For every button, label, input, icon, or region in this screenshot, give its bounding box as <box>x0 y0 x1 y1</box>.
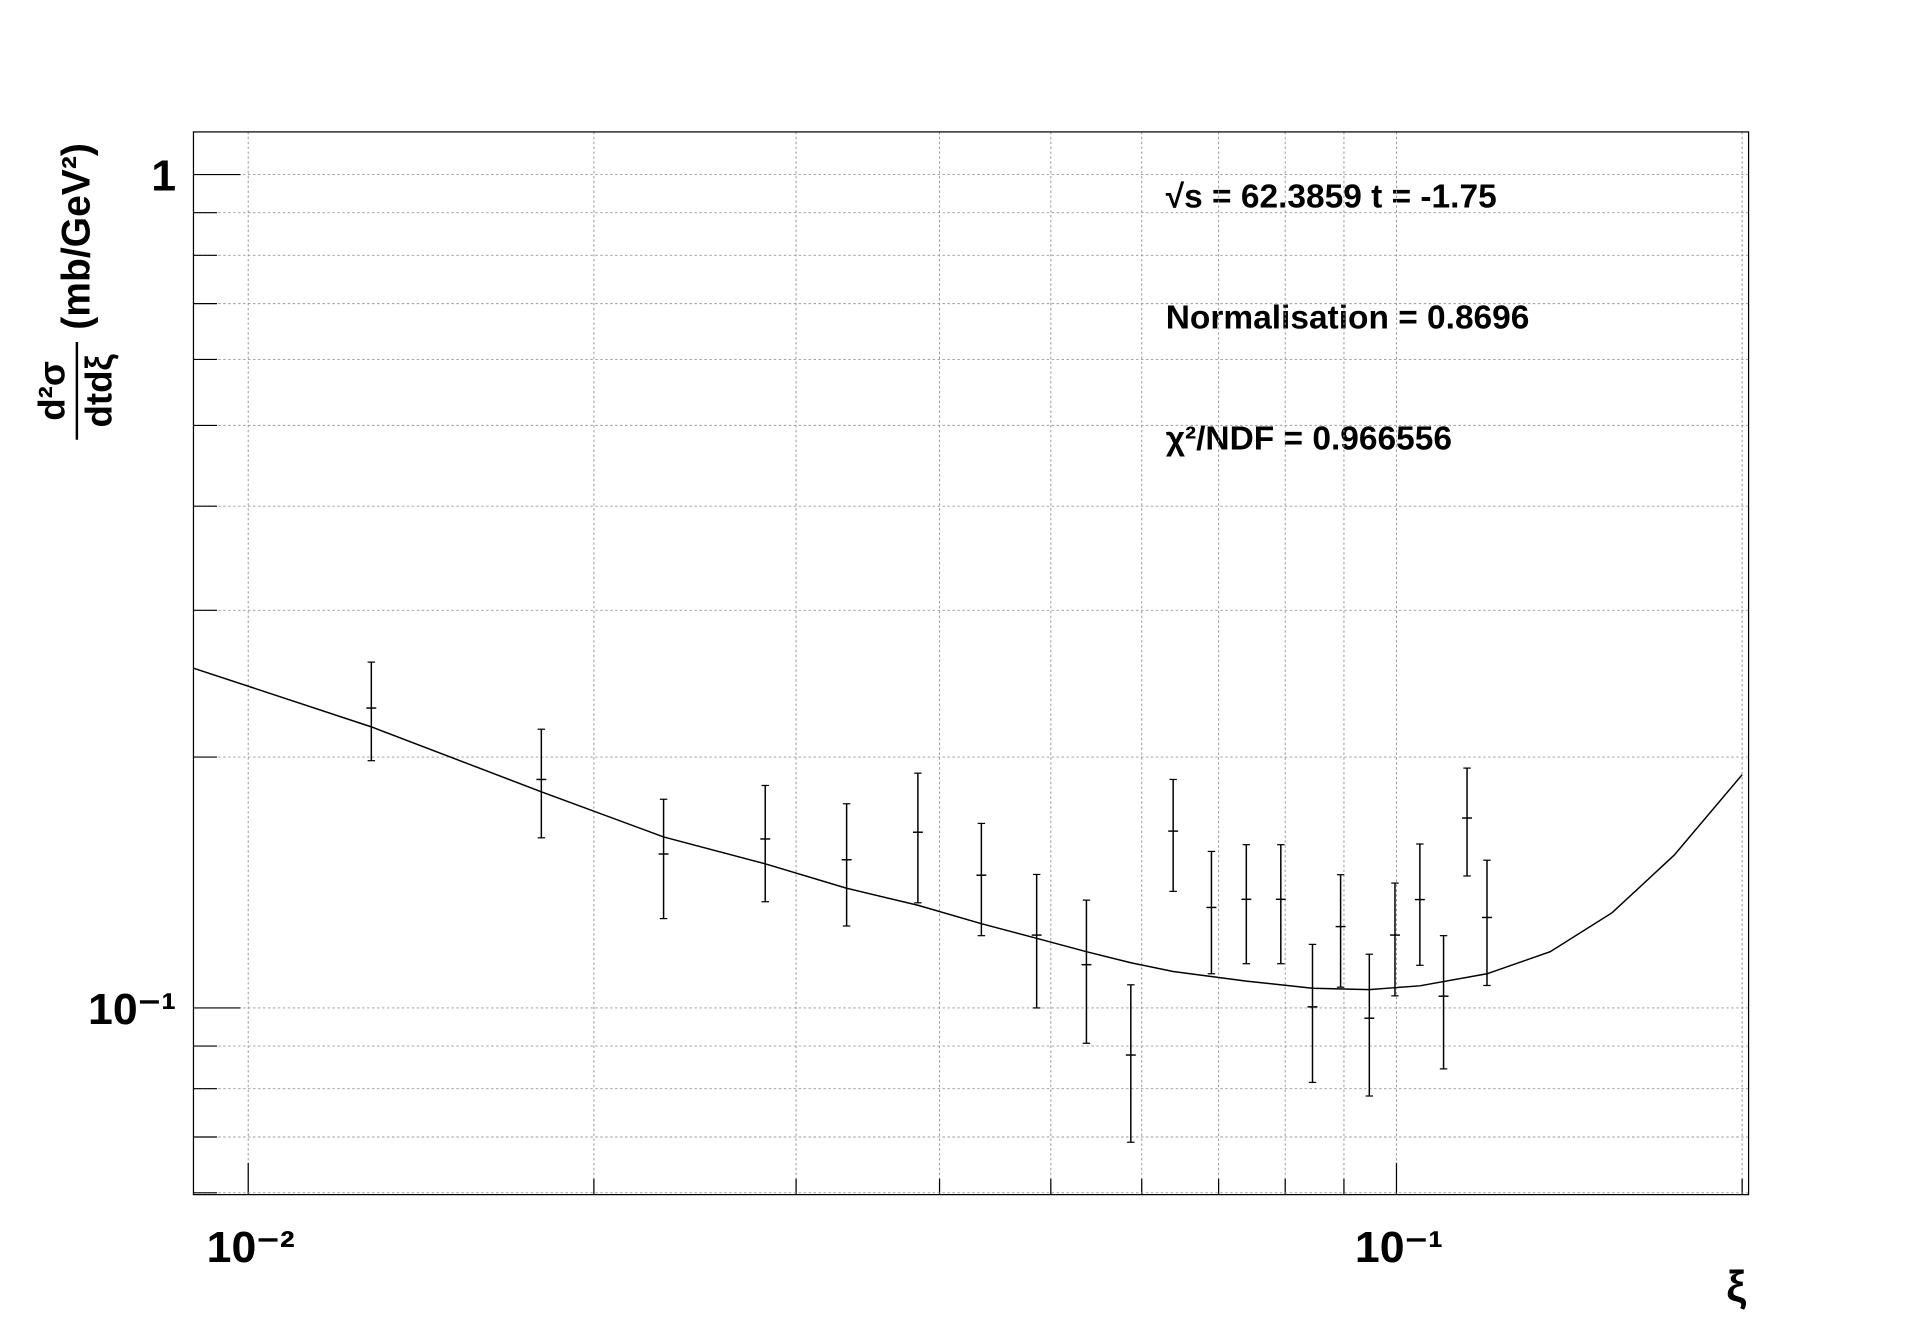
y-tick-label: 1 <box>151 152 176 201</box>
y-label-numerator: d²σ <box>31 361 72 421</box>
x-tick-label: 10⁻² <box>207 1223 295 1272</box>
y-label-unit: (mb/GeV²) <box>54 143 98 330</box>
x-tick-label: 10⁻¹ <box>1355 1223 1443 1272</box>
annotation: Normalisation = 0.8696 <box>1166 300 1530 337</box>
plot-frame <box>192 131 1750 1196</box>
y-label-denominator: dtdξ <box>78 354 119 428</box>
x-axis-label: ξ <box>1726 1262 1746 1311</box>
y-tick-label: 10⁻¹ <box>88 985 176 1034</box>
y-axis-label: d²σ dtdξ (mb/GeV²) <box>31 143 120 440</box>
annotation: √s = 62.3859 t = -1.75 <box>1166 179 1497 216</box>
annotation: χ²/NDF = 0.966556 <box>1166 421 1452 458</box>
fit-curve <box>193 667 1743 991</box>
